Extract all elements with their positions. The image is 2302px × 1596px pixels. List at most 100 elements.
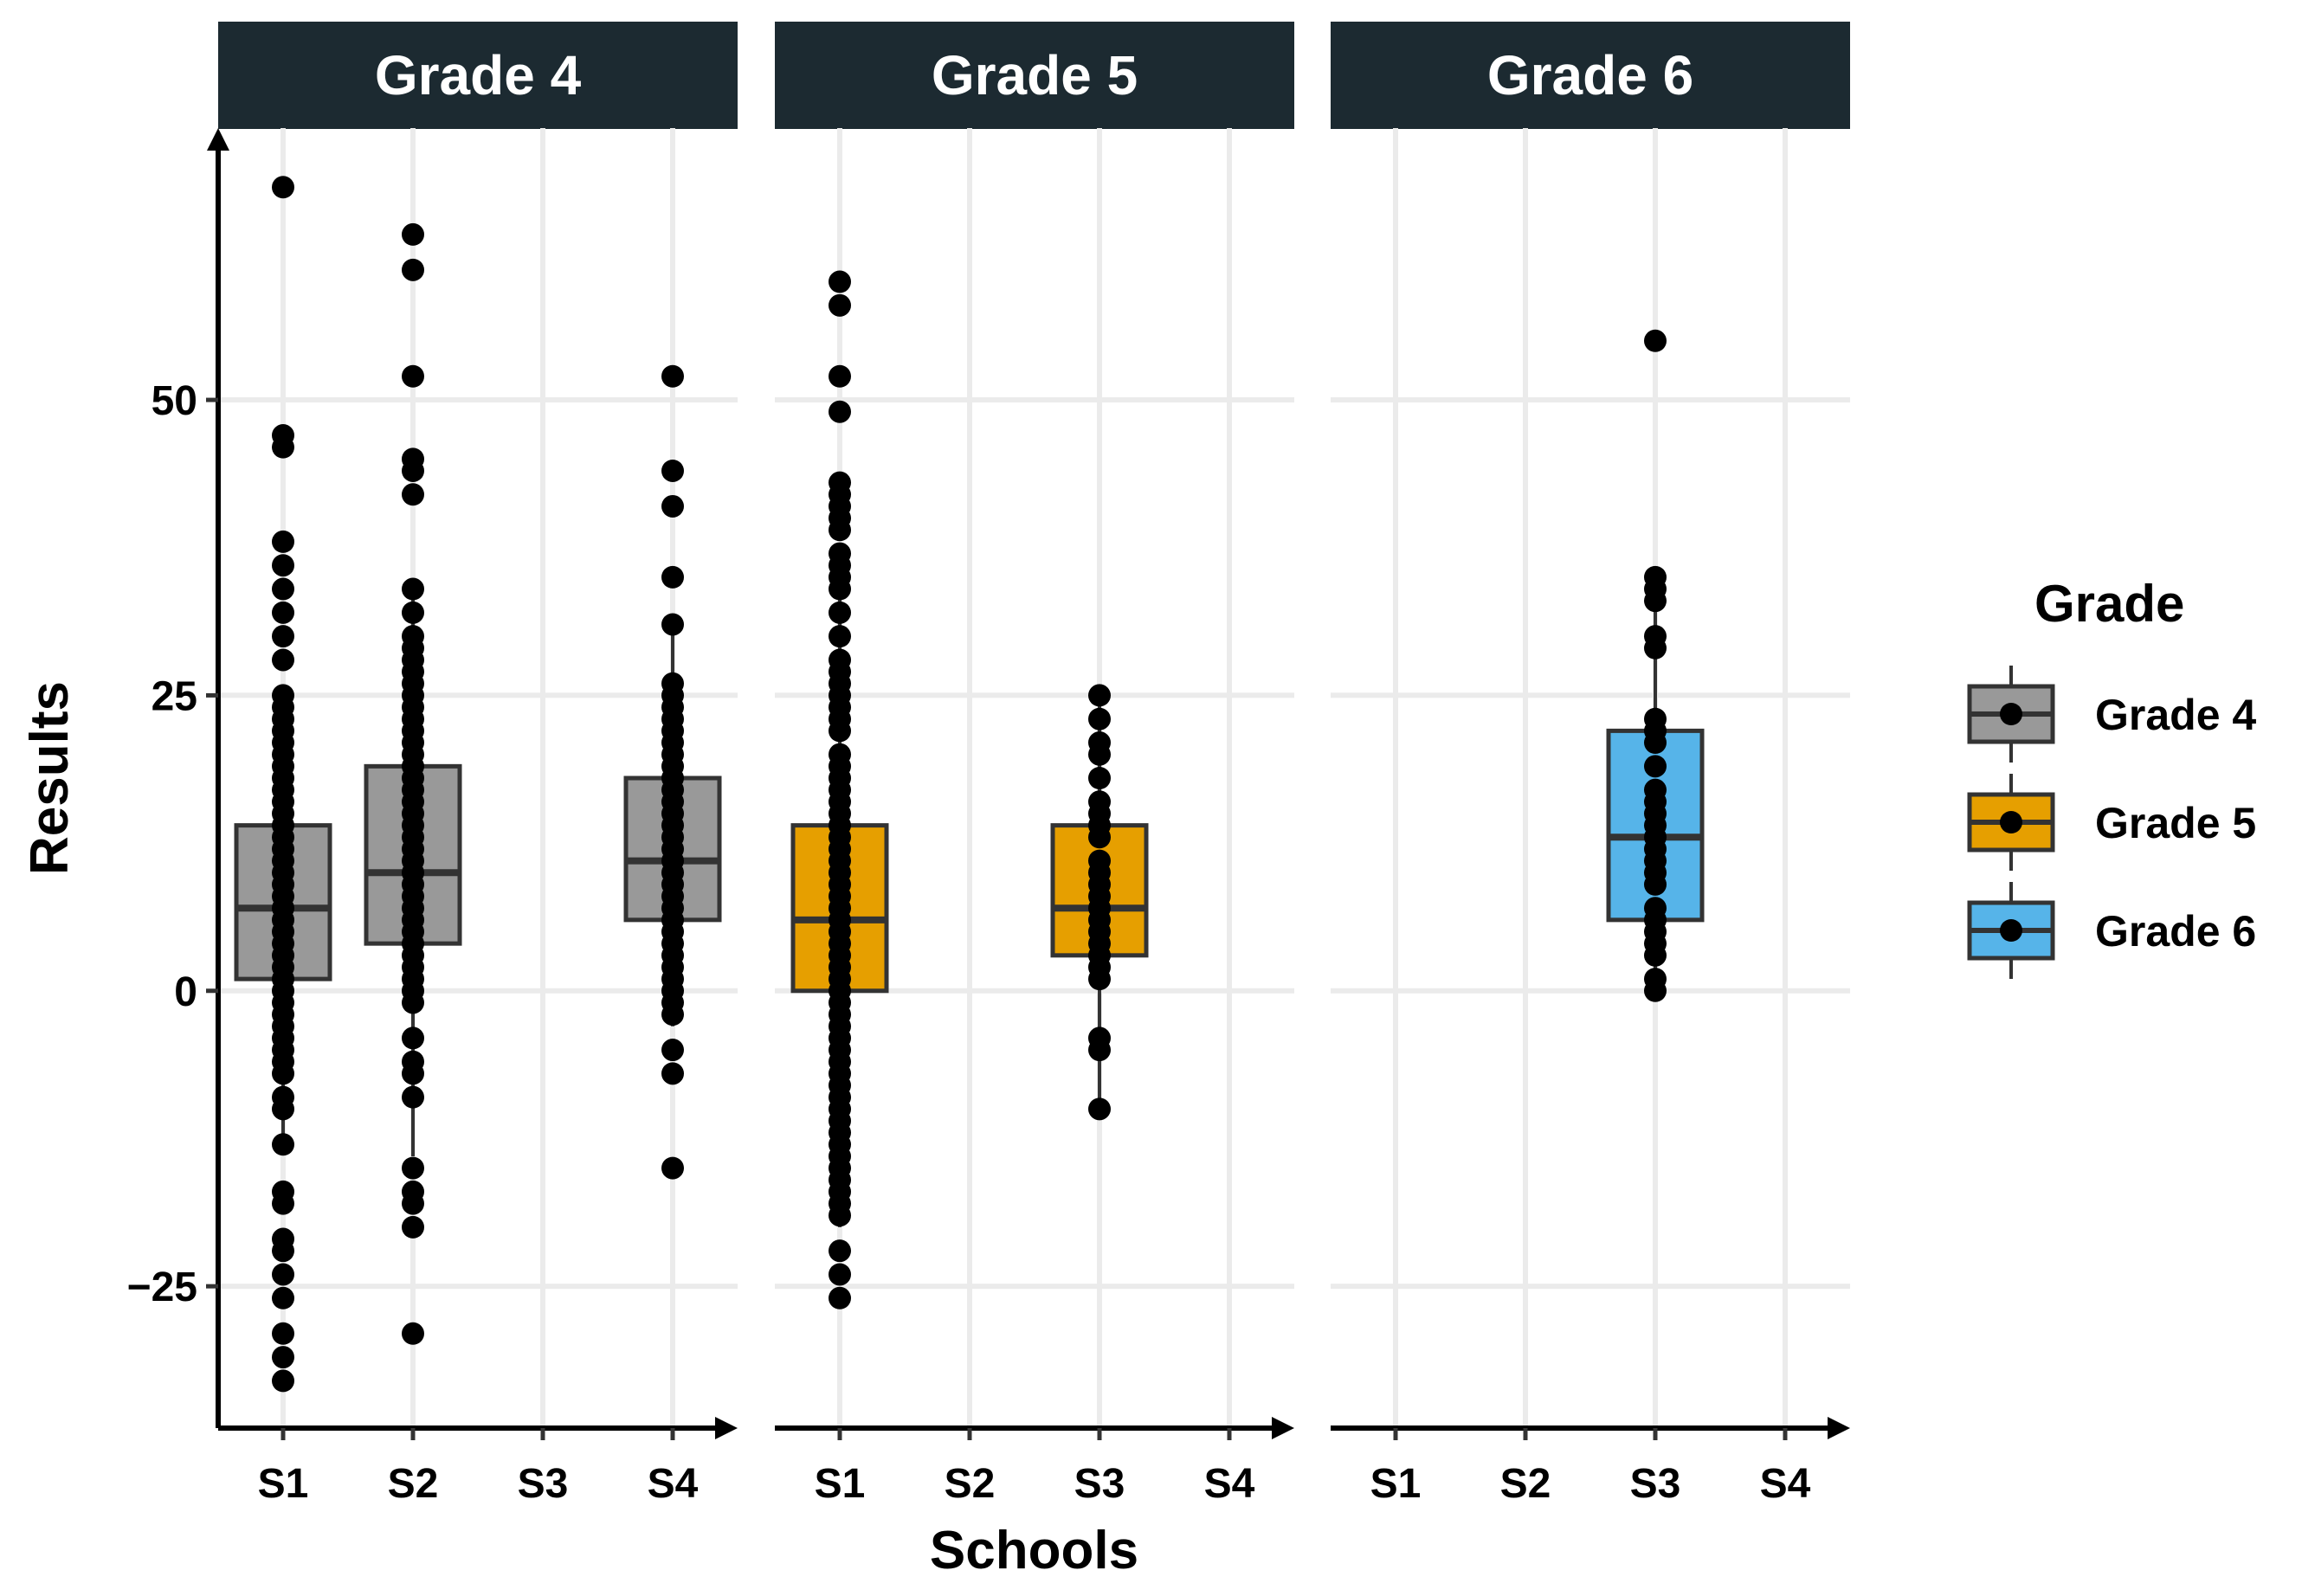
x-axis-arrow [715,1417,738,1439]
data-point [272,1239,294,1263]
data-point [402,222,424,246]
data-point [1644,329,1667,352]
data-point [1644,636,1667,660]
data-point [661,1039,684,1062]
data-point [272,625,294,648]
data-point [1644,872,1667,896]
data-point [829,1239,851,1263]
legend: Grade Grade 4 Grade 5 Grade 6 [1967,575,2256,979]
data-point [402,601,424,624]
x-tick-label: S3 [1630,1461,1681,1507]
data-point [829,719,851,743]
data-point [402,1322,424,1345]
data-point [1088,707,1111,730]
data-point [272,648,294,672]
data-point [272,601,294,624]
data-point [272,1263,294,1286]
data-point [661,494,684,518]
facet-strip-label: Grade 4 [375,44,582,106]
legend-label: Grade 4 [2095,691,2256,739]
data-point [829,1204,851,1227]
x-tick-label: S3 [518,1461,569,1507]
facet-panel: Grade 4 S1 S2 S3 S4 [218,22,738,1507]
data-point [829,518,851,542]
facet-strip-label: Grade 5 [932,44,1138,106]
data-point [272,176,294,199]
legend-label: Grade 6 [2095,907,2256,956]
x-tick-label: S1 [815,1461,866,1507]
data-point [402,1085,424,1109]
y-tick-label: −25 [127,1265,197,1310]
box-s3 [1606,329,1705,1002]
data-point [402,1026,424,1050]
data-point [272,530,294,553]
data-point [402,364,424,388]
x-tick-label: S1 [258,1461,309,1507]
data-point [402,1192,424,1215]
x-tick-label: S1 [1370,1461,1422,1507]
data-point [272,1097,294,1121]
data-point [402,483,424,506]
y-tick-label: 0 [174,969,197,1015]
data-point [661,459,684,482]
data-point [661,1156,684,1180]
data-point [829,1286,851,1310]
facet-strip [218,22,738,129]
y-axis-arrow [207,128,229,151]
data-point [272,554,294,577]
data-point [402,258,424,281]
data-point [829,293,851,317]
data-point [1644,589,1667,613]
legend-key-point [2000,811,2022,833]
facet-strip-label: Grade 6 [1487,44,1693,106]
legend-key-point [2000,703,2022,725]
data-point [1088,684,1111,707]
facet-panels: Grade 4 S1 S2 S3 S4 Grade 5 S1 S2 S3 S4 Grade 6 S1 S… [218,22,1850,1507]
legend-title: Grade [2034,575,2184,633]
data-point [1088,1097,1111,1121]
data-point [272,1322,294,1345]
facet-panel: Grade 5 S1 S2 S3 S4 [775,22,1294,1507]
data-point [272,1286,294,1310]
box-s2 [364,222,462,1345]
legend-label: Grade 5 [2095,799,2256,847]
data-point [829,364,851,388]
data-point [1088,1039,1111,1062]
data-point [661,613,684,636]
x-tick-label: S2 [1500,1461,1551,1507]
data-point [1088,826,1111,849]
data-point [272,1062,294,1085]
data-point [272,435,294,459]
legend-item: Grade 4 [1967,666,2256,763]
facet-strip [775,22,1294,129]
data-point [402,1215,424,1239]
data-point [402,1156,424,1180]
x-axis-arrow [1828,1417,1850,1439]
x-tick-label: S4 [648,1461,699,1507]
x-axis-title: Schools [930,1521,1138,1580]
data-point [829,601,851,624]
facet-panel: Grade 6 S1 S2 S3 S4 [1331,22,1850,1507]
y-tick-label: 25 [152,673,197,719]
data-point [402,1062,424,1085]
data-point [1088,743,1111,766]
x-tick-label: S2 [945,1461,996,1507]
x-tick-label: S2 [388,1461,439,1507]
data-point [402,991,424,1014]
data-point [661,1062,684,1085]
x-axis-arrow [1272,1417,1294,1439]
data-point [661,364,684,388]
data-point [272,577,294,601]
data-point [829,270,851,293]
legend-item: Grade 5 [1967,774,2256,871]
data-point [1644,979,1667,1002]
data-point [1644,731,1667,755]
data-point [1088,767,1111,789]
data-point [272,1192,294,1215]
x-tick-label: S4 [1204,1461,1255,1507]
data-point [272,1369,294,1393]
legend-key-point [2000,919,2022,942]
data-point [402,459,424,482]
data-point [1644,943,1667,967]
